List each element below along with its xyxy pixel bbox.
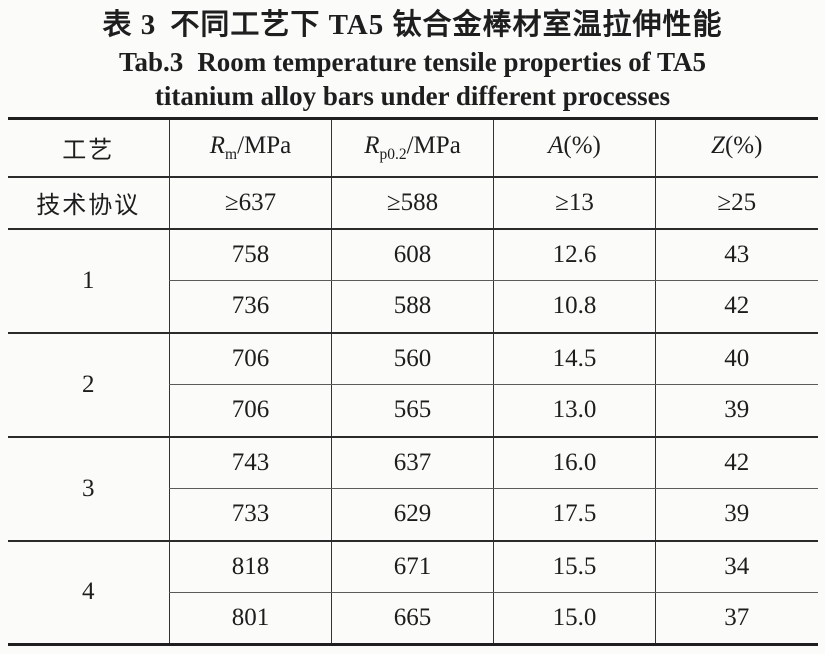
col-header-rm: Rm/MPa <box>169 118 332 178</box>
table-cell: 743 <box>169 436 332 489</box>
table-row: 733 629 17.5 39 <box>8 488 818 542</box>
table-cell: 13.0 <box>493 384 656 438</box>
spec-row: 技术协议 ≥637 ≥588 ≥13 ≥25 <box>7 176 818 230</box>
table-row: 736 588 10.8 42 <box>8 280 818 334</box>
table-cell: 733 <box>169 488 332 542</box>
paper-table-figure: 表 3 不同工艺下 TA5 钛合金棒材室温拉伸性能 Tab.3 Room tempe… <box>0 5 825 654</box>
table-header-row: 工艺 Rm/MPa Rp0.2/MPa A(%) Z(%) <box>7 118 818 178</box>
table-cell: 37 <box>655 592 818 646</box>
table-row: 2 706 560 14.5 40 <box>7 332 818 438</box>
table-row: 1 758 608 12.6 43 <box>7 228 818 334</box>
table-cell: 637 <box>331 436 494 489</box>
table-cell: 14.5 <box>493 332 656 385</box>
table-cell: 608 <box>331 228 494 281</box>
table-cell: 565 <box>331 384 494 438</box>
table-cell: 15.0 <box>493 592 656 646</box>
caption-en-number: Tab.3 <box>119 47 184 77</box>
table-cell: 588 <box>331 280 494 334</box>
col-header-rp02: Rp0.2/MPa <box>331 118 494 178</box>
table-cell: 10.8 <box>493 280 656 334</box>
table-cell: 39 <box>655 488 818 542</box>
process-label: 1 <box>7 228 170 334</box>
spec-rm: ≥637 <box>169 176 332 230</box>
col-header-elongation: A(%) <box>493 118 656 178</box>
spec-label: 技术协议 <box>7 176 170 230</box>
table-cell: 42 <box>655 280 818 334</box>
table-caption-zh: 表 3 不同工艺下 TA5 钛合金棒材室温拉伸性能 <box>0 5 825 45</box>
table-row: 3 743 637 16.0 42 <box>7 436 818 542</box>
table-cell: 801 <box>169 592 332 646</box>
table-row: 706 565 13.0 39 <box>8 384 818 438</box>
table-cell: 629 <box>331 488 494 542</box>
table-cell: 15.5 <box>493 540 656 593</box>
table-cell: 40 <box>655 332 818 385</box>
spec-rp02: ≥588 <box>331 176 494 230</box>
table-cell: 736 <box>169 280 332 334</box>
caption-en-text1: Room temperature tensile properties of T… <box>197 47 706 77</box>
process-label: 3 <box>7 436 170 542</box>
table-cell: 671 <box>331 540 494 593</box>
spec-a: ≥13 <box>493 176 656 230</box>
process-label: 2 <box>7 332 170 438</box>
table-cell: 706 <box>169 332 332 385</box>
table-cell: 706 <box>169 384 332 438</box>
table-cell: 17.5 <box>493 488 656 542</box>
table-cell: 39 <box>655 384 818 438</box>
table-cell: 16.0 <box>493 436 656 489</box>
col-header-reduction: Z(%) <box>655 118 818 178</box>
tensile-properties-table: 工艺 Rm/MPa Rp0.2/MPa A(%) Z(%) 技术协议 ≥637 … <box>7 117 818 646</box>
table-row: 801 665 15.0 37 <box>8 592 818 646</box>
table-cell: 12.6 <box>493 228 656 281</box>
process-label: 4 <box>7 540 170 646</box>
table-cell: 560 <box>331 332 494 385</box>
table-cell: 818 <box>169 540 332 593</box>
table-row: 4 818 671 15.5 34 <box>7 540 818 646</box>
table-caption-en-line2: titanium alloy bars under different proc… <box>154 81 671 111</box>
table-caption-en-line1: Tab.3 Room temperature tensile properties… <box>0 45 825 79</box>
caption-zh-number: 表 3 <box>102 9 157 41</box>
spec-z: ≥25 <box>655 176 818 230</box>
table-cell: 665 <box>331 592 494 646</box>
col-header-process: 工艺 <box>7 118 170 178</box>
table-cell: 42 <box>655 436 818 489</box>
caption-zh-text: 不同工艺下 TA5 钛合金棒材室温拉伸性能 <box>170 9 723 41</box>
table-cell: 758 <box>169 228 332 281</box>
table-cell: 43 <box>655 228 818 281</box>
table-cell: 34 <box>655 540 818 593</box>
